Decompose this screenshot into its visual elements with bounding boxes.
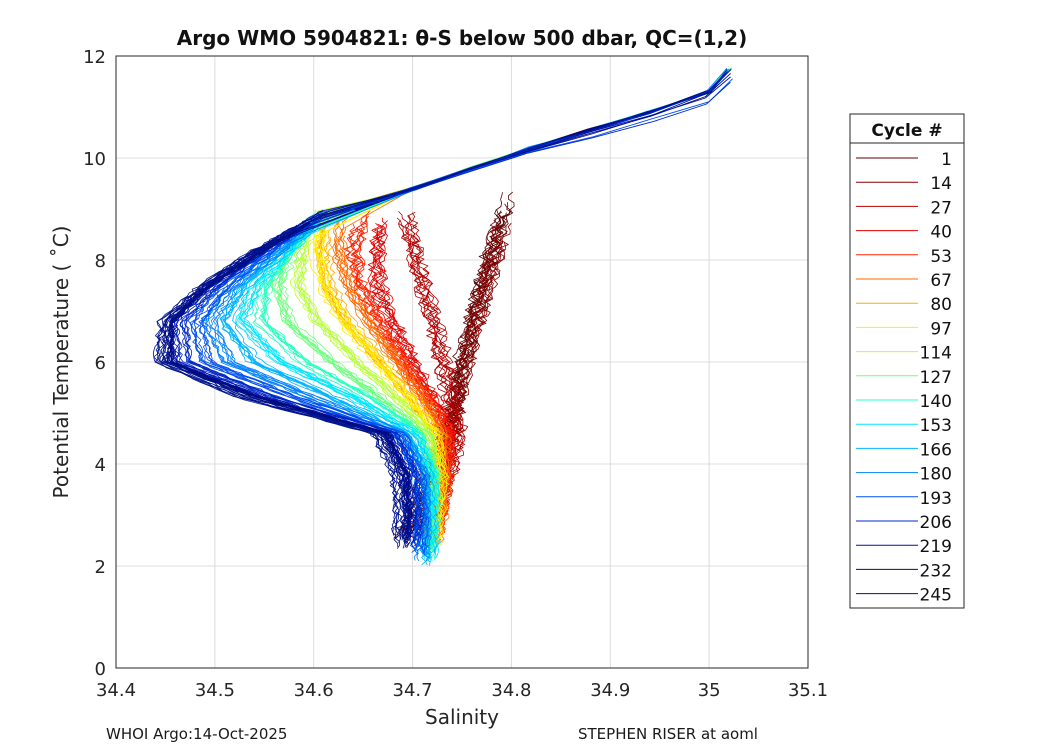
axis-ticks: 34.4 34.5 34.6 34.7 34.8 34.9 35 35.1 0 2 4 6 8 10 12: [83, 47, 828, 701]
legend-label: 67: [930, 271, 952, 291]
profile-line: [398, 223, 457, 532]
legend-label: 53: [930, 247, 952, 267]
legend-label: 114: [920, 344, 952, 364]
footer-left-note: WHOI Argo:14-Oct-2025: [106, 725, 288, 743]
chart-title: Argo WMO 5904821: θ-S below 500 dbar, QC…: [176, 26, 748, 50]
legend-title: Cycle #: [871, 121, 942, 141]
legend-entry: 153: [856, 416, 952, 436]
legend-entry: 219: [856, 537, 952, 557]
legend-entry: 40: [856, 223, 952, 243]
profile-line: [224, 225, 432, 566]
legend-entry: 245: [856, 586, 952, 606]
series-245: [152, 68, 728, 549]
legend-label: 97: [930, 319, 952, 339]
legend-label: 140: [920, 392, 952, 412]
profile-line: [165, 219, 410, 538]
y-axis-label: Potential Temperature ( ˚C): [49, 226, 73, 499]
legend-label: 245: [920, 586, 952, 606]
x-tick-label: 34.4: [96, 680, 136, 701]
legend-entry: 180: [856, 465, 952, 485]
profile-line: [289, 233, 434, 538]
legend-entry: 114: [856, 344, 952, 364]
legend-label: 14: [930, 174, 952, 194]
profile-line: [169, 230, 415, 538]
x-tick-label: 34.9: [590, 680, 630, 701]
legend-entry: 27: [856, 198, 952, 218]
x-axis-label: Salinity: [425, 705, 499, 729]
legend-entry: 80: [856, 295, 952, 315]
legend-entry: 140: [856, 392, 952, 412]
profile-line: [193, 228, 425, 555]
y-tick-label: 2: [95, 557, 106, 578]
profile-line: [351, 228, 453, 537]
footer-right-note: STEPHEN RISER at aoml: [578, 725, 758, 743]
legend-entry: 1: [856, 150, 952, 170]
profile-line: [221, 222, 429, 555]
y-tick-label: 10: [83, 149, 106, 170]
upper-branch-bundle: [350, 68, 733, 211]
y-tick-label: 4: [95, 455, 106, 476]
legend-entry: 127: [856, 368, 952, 388]
profile-line: [335, 236, 446, 548]
profile-line: [232, 217, 438, 553]
legend-entry: 232: [856, 561, 952, 581]
x-tick-label: 34.6: [294, 680, 334, 701]
legend-entry: 53: [856, 247, 952, 267]
profile-line: [409, 233, 458, 541]
profile-line: [216, 222, 432, 559]
profile-line: [244, 232, 442, 558]
legend-label: 232: [920, 561, 952, 581]
profile-line: [199, 215, 430, 556]
legend-entry: 166: [856, 440, 952, 460]
y-tick-label: 8: [95, 251, 106, 272]
legend-label: 206: [920, 513, 952, 533]
profile-line: [321, 232, 448, 547]
profile-line: [342, 235, 452, 544]
x-tick-label: 34.8: [491, 680, 531, 701]
legend-label: 80: [930, 295, 952, 315]
profile-line: [241, 237, 439, 559]
profile-line: [354, 81, 731, 209]
legend-label: 219: [920, 537, 952, 557]
legend-label: 153: [920, 416, 952, 436]
legend-label: 27: [930, 198, 952, 218]
legend-entry: 14: [856, 174, 952, 194]
profile-line: [185, 214, 423, 537]
legend-entry: 67: [856, 271, 952, 291]
x-tick-label: 34.5: [195, 680, 235, 701]
profile-line: [409, 212, 466, 531]
series-layer: [152, 67, 733, 566]
legend: Cycle # 11427405367809711412714015316618…: [849, 113, 965, 609]
legend-label: 127: [920, 368, 952, 388]
legend-box: [849, 113, 965, 609]
x-tick-label: 34.7: [393, 680, 433, 701]
profile-line: [225, 222, 432, 566]
profile-line: [152, 224, 398, 540]
legend-entry: 193: [856, 489, 952, 509]
profile-line: [174, 225, 415, 540]
profile-line: [161, 239, 407, 537]
legend-label: 193: [920, 489, 952, 509]
profile-line: [156, 225, 400, 547]
legend-label: 1: [941, 150, 952, 170]
profile-line: [357, 76, 731, 210]
legend-label: 180: [920, 465, 952, 485]
profile-line: [300, 239, 444, 541]
legend-entry: 97: [856, 319, 952, 339]
x-tick-label: 35.1: [788, 680, 828, 701]
profile-line: [261, 238, 436, 550]
legend-entry: 206: [856, 513, 952, 533]
legend-label: 40: [930, 223, 952, 243]
y-tick-label: 0: [95, 659, 106, 680]
y-tick-label: 6: [95, 353, 106, 374]
x-tick-label: 35: [698, 680, 721, 701]
profile-line: [327, 240, 449, 545]
y-tick-label: 12: [83, 47, 106, 68]
legend-label: 166: [920, 440, 952, 460]
plot-frame: [115, 55, 809, 669]
